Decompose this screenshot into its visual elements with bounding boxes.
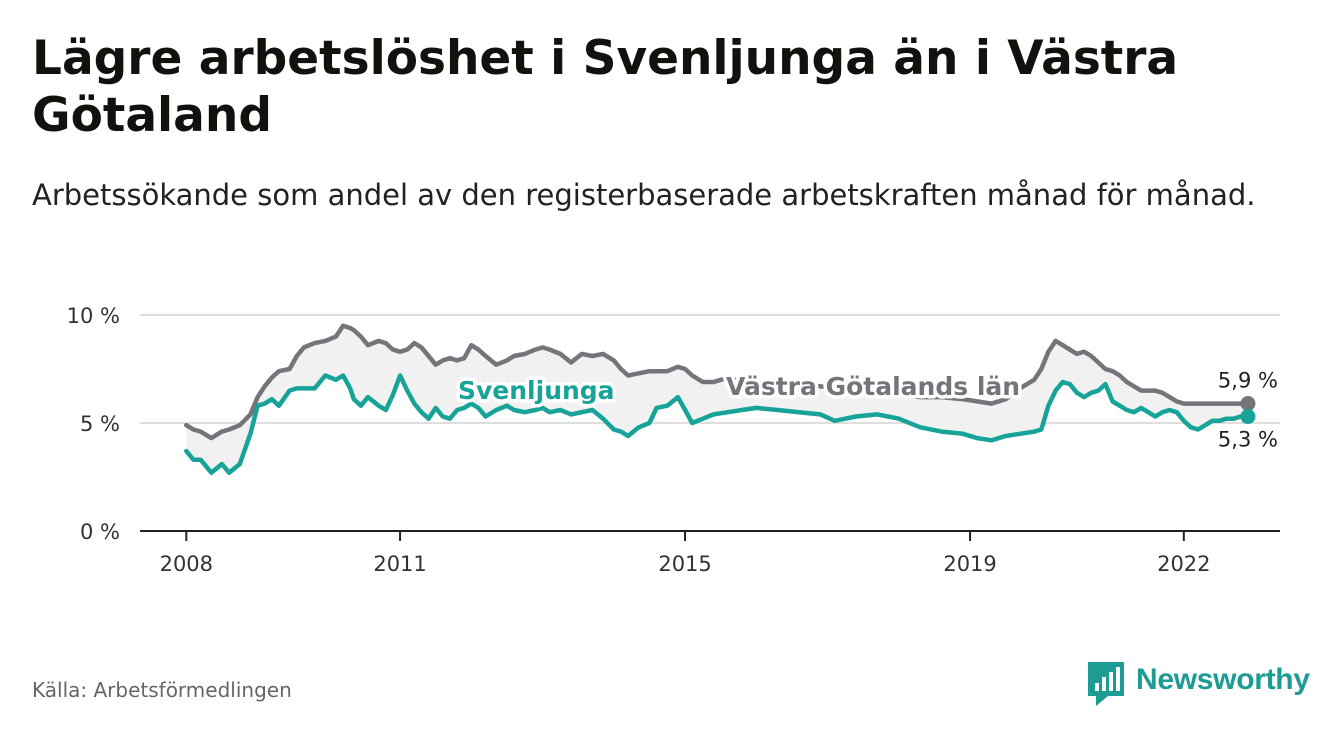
series-line-svenljunga	[184, 373, 1251, 475]
end-point-vastra-gotaland	[1240, 396, 1256, 412]
chart-subtitle: Arbetssökande som andel av den registerb…	[32, 178, 1256, 212]
series-label-svenljunga: Svenljunga	[458, 376, 615, 405]
y-axis: 0 % 5 % 10 %	[67, 304, 120, 544]
x-tick-label-2022: 2022	[1157, 552, 1210, 576]
end-label-vastra-gotaland: 5,9 %	[1218, 369, 1278, 393]
x-tick-label-2019: 2019	[943, 552, 996, 576]
series-gap-area	[186, 325, 1248, 473]
y-tick-label-5: 5 %	[80, 412, 120, 436]
series-label-vastra-gotaland: Västra Götalands län	[726, 372, 1020, 401]
brand-logo: Newsworthy	[1088, 660, 1313, 706]
source-note: Källa: Arbetsförmedlingen	[32, 678, 292, 702]
end-point-svenljunga	[1240, 409, 1256, 425]
bar-chart-icon	[1088, 662, 1124, 706]
chart-grid	[140, 314, 1280, 424]
brand-name: Newsworthy	[1136, 663, 1310, 696]
x-tick-label-2008: 2008	[160, 552, 213, 576]
y-tick-label-0: 0 %	[80, 520, 120, 544]
y-tick-label-10: 10 %	[67, 304, 120, 328]
x-tick-label-2015: 2015	[658, 552, 711, 576]
series-line-vastra-gotaland	[184, 323, 1251, 441]
x-tick-label-2011: 2011	[373, 552, 426, 576]
line-chart: 2008 2011 2015 2019 2022 0 % 5 % 10 % Sv…	[67, 304, 1281, 576]
x-axis: 2008 2011 2015 2019 2022	[140, 530, 1280, 576]
end-label-svenljunga: 5,3 %	[1218, 428, 1278, 452]
page-title: Lägre arbetslöshet i Svenljunga än i Väs…	[32, 31, 1179, 143]
